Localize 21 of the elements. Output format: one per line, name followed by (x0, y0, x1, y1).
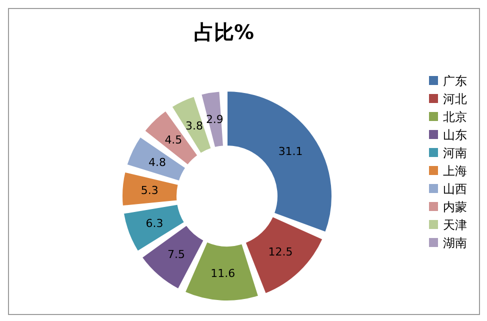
data-label: 2.9 (206, 112, 224, 126)
legend-label: 湖南 (443, 234, 467, 252)
legend-label: 山东 (443, 126, 467, 144)
data-label: 3.8 (185, 119, 203, 132)
legend-label: 山西 (443, 180, 467, 198)
data-label: 7.5 (168, 248, 186, 262)
data-label: 12.5 (268, 246, 293, 259)
data-label: 4.5 (164, 133, 182, 146)
legend-label: 河南 (443, 144, 467, 162)
data-label: 4.8 (148, 156, 166, 169)
chart-title: 占比% (192, 19, 256, 46)
legend-label: 天津 (443, 216, 467, 234)
data-label: 6.3 (146, 216, 164, 230)
legend-label: 广东 (443, 72, 467, 90)
legend-label: 河北 (443, 90, 467, 108)
data-label: 5.3 (140, 184, 158, 198)
legend-label: 内蒙 (443, 198, 467, 216)
legend-label: 北京 (443, 108, 467, 126)
data-label: 31.1 (278, 145, 303, 158)
legend-label: 上海 (443, 162, 467, 180)
data-label: 11.6 (210, 266, 236, 280)
